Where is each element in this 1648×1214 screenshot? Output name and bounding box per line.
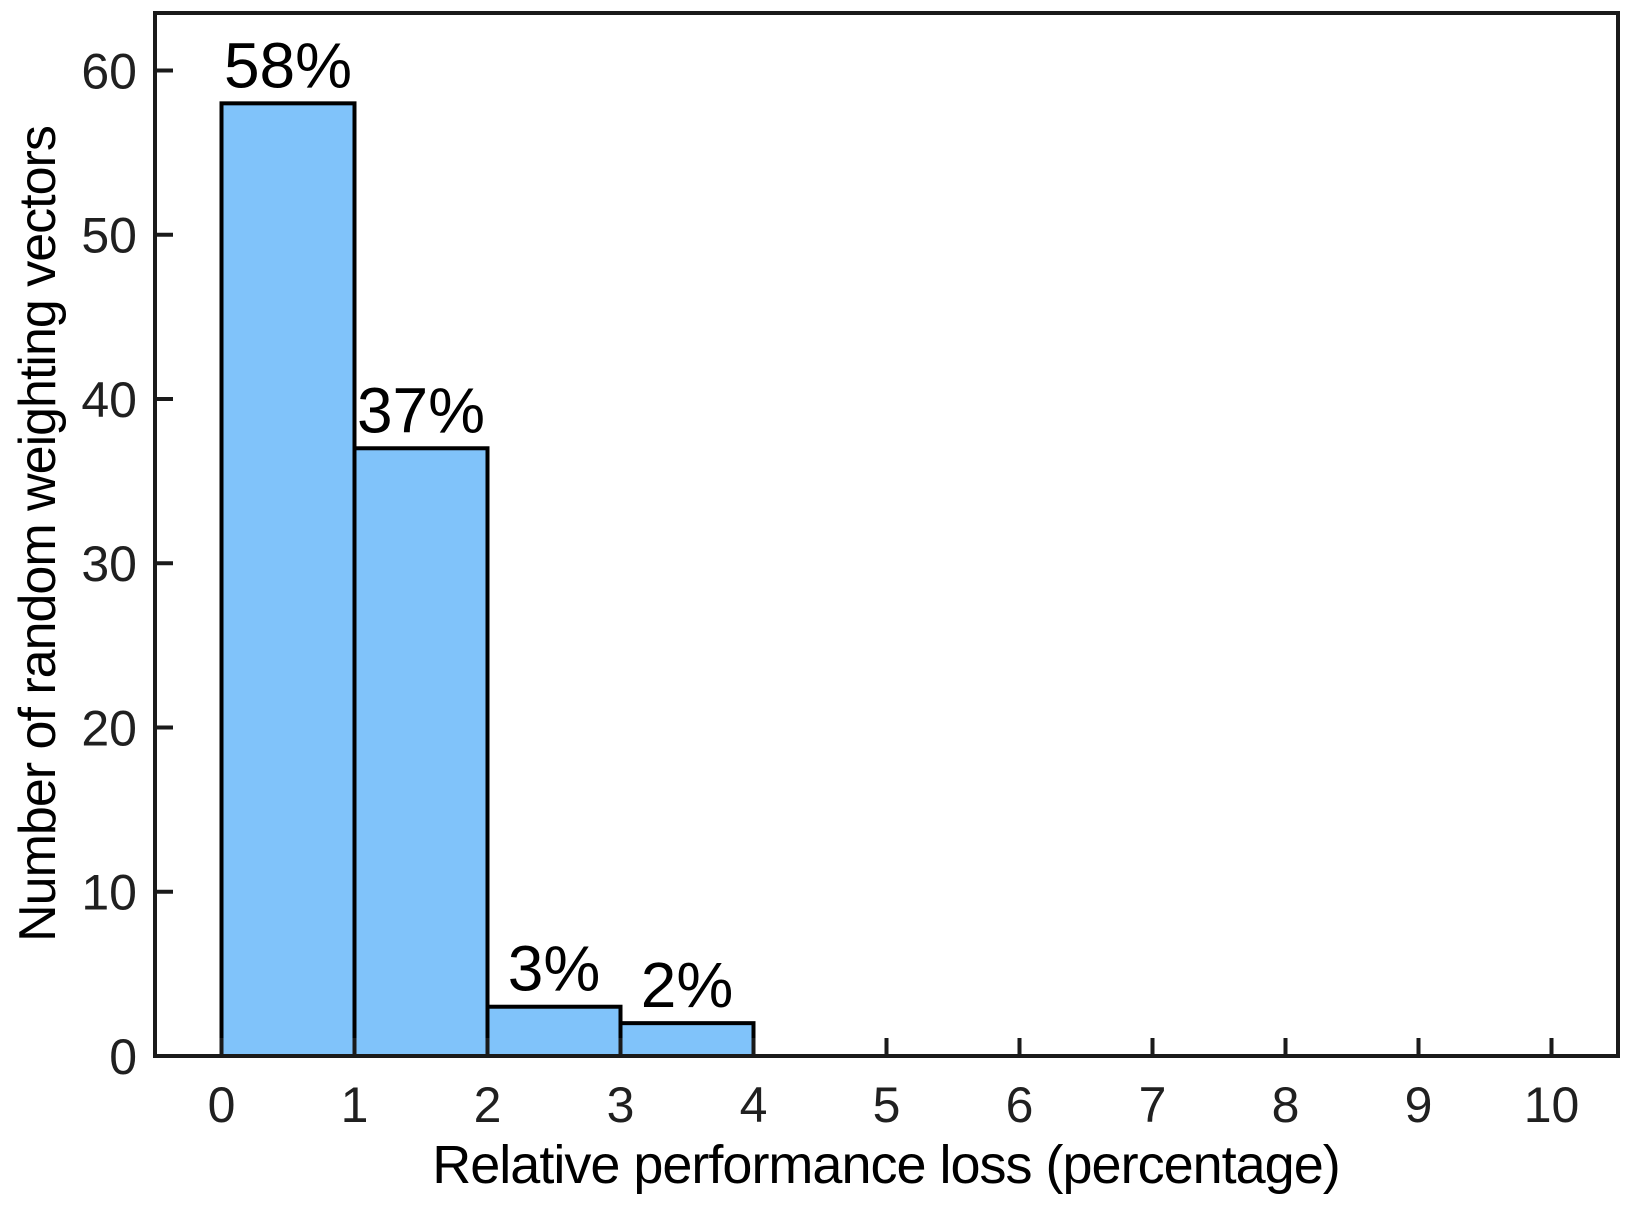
histogram-bar <box>219 101 357 1059</box>
x-tick-label: 5 <box>873 1077 901 1133</box>
x-tick-label: 3 <box>607 1077 635 1133</box>
histogram-bar <box>618 1021 756 1058</box>
y-tick-label: 40 <box>81 372 137 428</box>
histogram-bar <box>352 446 490 1059</box>
x-tick-label: 9 <box>1405 1077 1433 1133</box>
y-tick-label: 30 <box>81 536 137 592</box>
x-tick-label: 2 <box>474 1077 502 1133</box>
x-tick-label: 7 <box>1139 1077 1167 1133</box>
bar-value-label: 58% <box>224 29 352 101</box>
bar-value-label: 37% <box>357 374 485 446</box>
y-tick-label: 20 <box>81 700 137 756</box>
x-tick-label: 1 <box>341 1077 369 1133</box>
y-axis-label: Number of random weighting vectors <box>9 126 67 942</box>
x-tick-label: 0 <box>208 1077 236 1133</box>
x-tick-label: 8 <box>1272 1077 1300 1133</box>
y-tick-label: 50 <box>81 208 137 264</box>
y-tick-label: 0 <box>109 1029 137 1085</box>
x-axis-label: Relative performance loss (percentage) <box>432 1135 1340 1195</box>
x-tick-label: 6 <box>1006 1077 1034 1133</box>
bar-value-label: 2% <box>641 949 734 1021</box>
x-tick-label: 4 <box>740 1077 768 1133</box>
bar-value-label: 3% <box>508 933 601 1005</box>
y-tick-label: 60 <box>81 43 137 99</box>
y-tick-label: 10 <box>81 865 137 921</box>
histogram-bar <box>485 1004 623 1059</box>
x-tick-label: 10 <box>1524 1077 1580 1133</box>
plot-border <box>153 11 1620 1058</box>
